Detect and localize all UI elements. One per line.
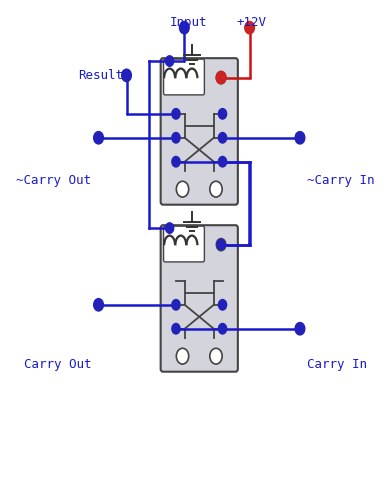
Circle shape [219, 132, 227, 143]
Circle shape [216, 72, 226, 84]
Circle shape [217, 240, 225, 250]
FancyBboxPatch shape [163, 59, 204, 95]
Circle shape [172, 300, 180, 310]
Text: ~Carry Out: ~Carry Out [16, 174, 91, 187]
Circle shape [172, 324, 180, 334]
Text: Result: Result [78, 69, 123, 82]
Text: Carry Out: Carry Out [23, 358, 91, 371]
Circle shape [172, 132, 180, 143]
Text: Input: Input [169, 16, 207, 29]
FancyBboxPatch shape [163, 226, 204, 262]
Circle shape [219, 300, 227, 310]
Circle shape [210, 348, 222, 364]
Circle shape [295, 323, 305, 335]
Circle shape [219, 156, 227, 167]
Circle shape [210, 181, 222, 197]
Circle shape [165, 56, 174, 66]
Circle shape [245, 22, 255, 34]
Circle shape [172, 156, 180, 167]
Circle shape [165, 223, 174, 233]
Circle shape [176, 181, 189, 197]
Circle shape [176, 348, 189, 364]
Text: +12V: +12V [237, 16, 267, 29]
Circle shape [216, 72, 226, 84]
Circle shape [172, 108, 180, 119]
Circle shape [94, 299, 103, 311]
Circle shape [94, 132, 103, 144]
Circle shape [295, 132, 305, 144]
Circle shape [219, 108, 227, 119]
Circle shape [216, 239, 226, 251]
FancyBboxPatch shape [161, 58, 238, 204]
Text: ~Carry In: ~Carry In [307, 174, 375, 187]
Text: Carry In: Carry In [307, 358, 368, 371]
Circle shape [219, 324, 227, 334]
Circle shape [122, 69, 131, 82]
Circle shape [179, 22, 189, 34]
FancyBboxPatch shape [161, 225, 238, 372]
